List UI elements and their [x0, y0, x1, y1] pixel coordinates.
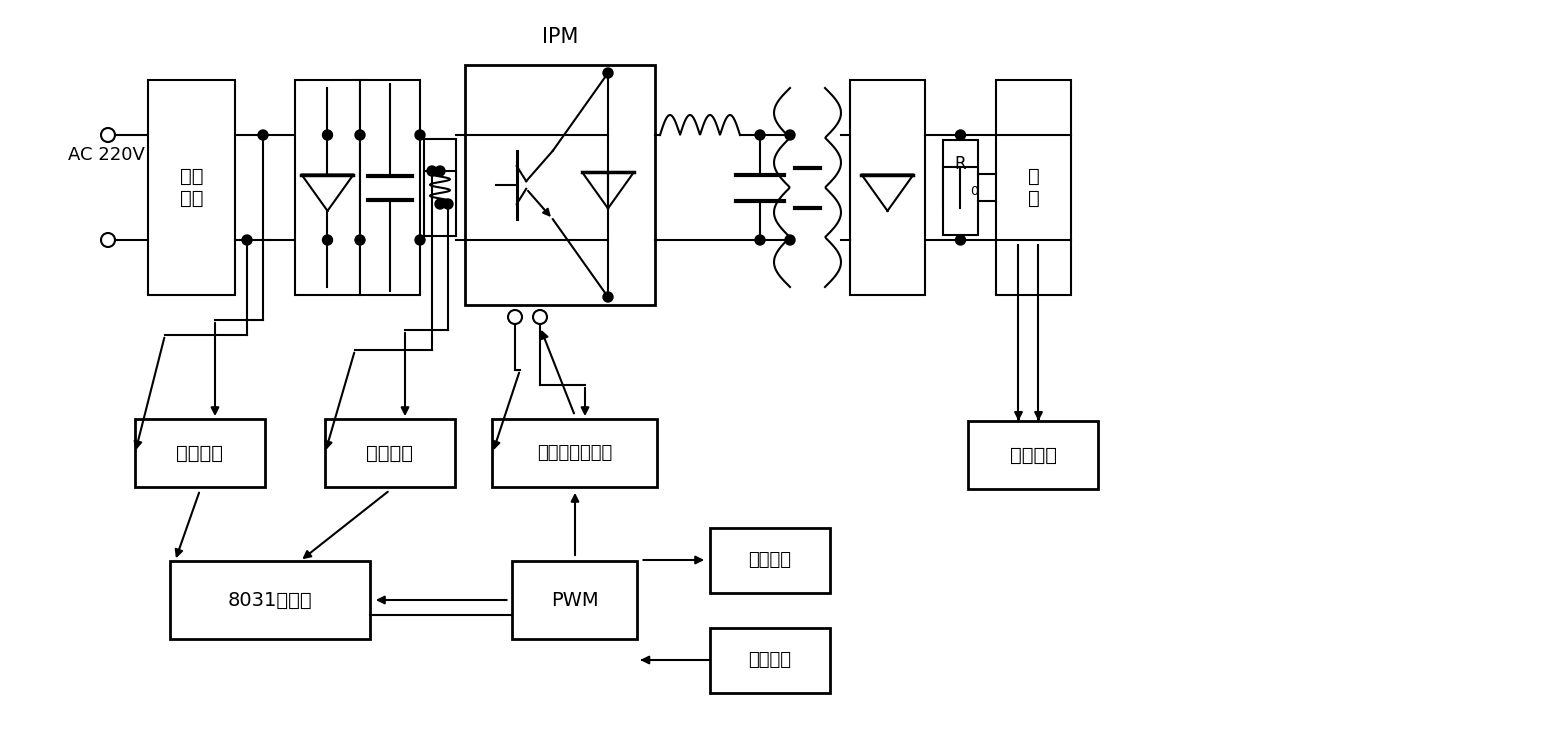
Text: 0: 0: [971, 184, 979, 197]
Bar: [996, 80, 1071, 295]
Circle shape: [955, 130, 966, 140]
Bar: [134, 419, 265, 487]
Bar: [968, 421, 1099, 489]
Bar: [465, 65, 656, 305]
Circle shape: [242, 235, 251, 245]
Text: 光电耦合器隔离: 光电耦合器隔离: [537, 444, 612, 462]
Bar: [710, 627, 830, 693]
Circle shape: [415, 235, 425, 245]
Bar: [493, 419, 657, 487]
Circle shape: [955, 235, 966, 245]
Circle shape: [785, 235, 795, 245]
Bar: [710, 528, 830, 593]
Circle shape: [443, 199, 453, 209]
Circle shape: [428, 166, 437, 176]
Bar: [943, 167, 979, 235]
Text: 8031单片机: 8031单片机: [228, 590, 312, 609]
Text: 调压
模块: 调压 模块: [180, 167, 203, 208]
Bar: [425, 139, 456, 204]
Circle shape: [785, 130, 795, 140]
Circle shape: [323, 235, 332, 245]
Bar: [361, 80, 420, 295]
Bar: [148, 80, 236, 295]
Circle shape: [436, 199, 445, 209]
Text: 频率显示: 频率显示: [749, 551, 791, 569]
Circle shape: [415, 130, 425, 140]
Bar: [325, 419, 454, 487]
Bar: [295, 80, 361, 295]
Text: 频率调节: 频率调节: [749, 651, 791, 669]
Bar: [170, 561, 370, 639]
Circle shape: [756, 130, 765, 140]
Circle shape: [323, 130, 332, 140]
Bar: [425, 171, 456, 236]
Circle shape: [603, 292, 613, 302]
Text: 电压检测: 电压检测: [176, 444, 223, 462]
Text: AC 220V: AC 220V: [69, 146, 145, 164]
Circle shape: [756, 235, 765, 245]
Text: PWM: PWM: [551, 590, 599, 609]
Circle shape: [354, 235, 365, 245]
Circle shape: [603, 68, 613, 78]
Text: R: R: [955, 155, 966, 172]
Text: 电流检测: 电流检测: [367, 444, 414, 462]
Bar: [943, 140, 979, 208]
Text: IPM: IPM: [542, 27, 578, 47]
Circle shape: [354, 130, 365, 140]
Circle shape: [436, 166, 445, 176]
Circle shape: [258, 130, 268, 140]
Bar: [512, 561, 637, 639]
Text: 负
载: 负 载: [1027, 167, 1040, 208]
Bar: [851, 80, 926, 295]
Text: 电压显示: 电压显示: [1010, 446, 1057, 465]
